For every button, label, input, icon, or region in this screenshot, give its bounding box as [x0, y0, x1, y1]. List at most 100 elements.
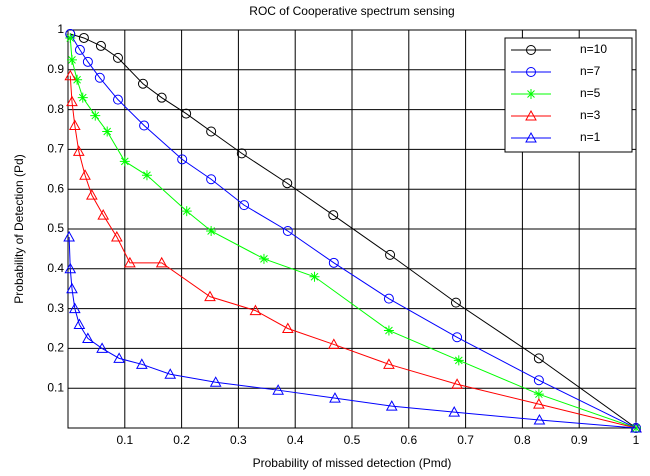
x-tick-label: 0.8 [514, 433, 531, 447]
marker [64, 69, 77, 81]
x-tick-label: 0.6 [400, 433, 417, 447]
marker [68, 119, 81, 131]
marker [328, 257, 339, 268]
marker [66, 54, 77, 65]
marker [206, 225, 217, 236]
marker [112, 94, 123, 105]
series-line [70, 33, 637, 429]
marker [452, 332, 463, 343]
y-tick-label: 0.4 [47, 261, 64, 275]
marker [451, 378, 463, 389]
y-tick-label: 0.8 [47, 102, 64, 116]
marker [258, 253, 269, 264]
marker [533, 353, 544, 364]
marker [82, 332, 94, 343]
marker [328, 210, 339, 221]
x-tick-label: 0.7 [457, 433, 474, 447]
marker [65, 32, 76, 43]
marker [137, 78, 148, 89]
marker [533, 414, 546, 425]
marker [155, 256, 168, 268]
marker [102, 126, 113, 137]
marker [164, 368, 177, 379]
y-tick-label: 1 [57, 22, 64, 36]
marker [450, 297, 461, 308]
marker [95, 40, 106, 51]
x-tick-label: 1 [633, 433, 640, 447]
marker [282, 178, 293, 189]
marker [86, 189, 98, 200]
marker [249, 304, 262, 316]
marker [236, 148, 247, 159]
legend-label: n=7 [580, 64, 601, 78]
marker [533, 398, 545, 409]
marker [124, 256, 136, 268]
marker [66, 282, 78, 294]
marker [630, 421, 642, 433]
marker [272, 384, 285, 395]
marker [63, 230, 75, 242]
y-tick-label: 0.5 [47, 221, 64, 235]
y-tick-label: 0.9 [47, 62, 64, 76]
x-tick-label: 0.9 [571, 433, 588, 447]
marker [383, 325, 394, 336]
marker [77, 92, 88, 103]
marker [135, 358, 148, 369]
marker [112, 52, 123, 63]
marker [533, 375, 544, 386]
plot-frame [67, 29, 637, 429]
marker [385, 400, 398, 411]
y-axis-label: Probability of Detection (Pd) [12, 154, 26, 303]
y-tick-label: 0.1 [47, 380, 64, 394]
marker [97, 209, 110, 220]
marker [94, 72, 105, 83]
marker [141, 170, 152, 181]
marker [68, 302, 81, 314]
marker [239, 200, 250, 211]
marker [209, 376, 222, 387]
y-tick-label: 0.3 [47, 301, 64, 315]
marker [181, 108, 192, 119]
marker [383, 358, 395, 369]
legend-label: n=1 [580, 130, 601, 144]
x-tick-label: 0.4 [287, 433, 304, 447]
marker [64, 262, 77, 274]
marker [281, 322, 294, 333]
marker [204, 290, 216, 302]
legend-marker [526, 89, 536, 99]
marker [119, 156, 130, 167]
marker [453, 355, 464, 366]
legend-marker [526, 45, 536, 55]
marker [156, 92, 167, 103]
marker [206, 174, 217, 185]
marker [177, 154, 188, 165]
marker [74, 44, 85, 55]
marker [448, 406, 461, 417]
series-line [69, 33, 637, 429]
x-tick-label: 0.2 [173, 433, 190, 447]
marker [96, 342, 108, 353]
legend-marker [525, 109, 537, 121]
x-axis-label: Probability of missed detection (Pmd) [253, 456, 452, 470]
marker [383, 293, 394, 304]
legend-box [504, 37, 633, 153]
series-line [68, 236, 637, 429]
marker [73, 318, 86, 330]
marker [79, 169, 91, 180]
marker [309, 271, 320, 282]
marker [327, 338, 340, 349]
x-tick-label: 0.1 [116, 433, 133, 447]
marker [78, 32, 89, 43]
marker [66, 95, 78, 107]
marker [110, 230, 123, 242]
chart-title: ROC of Cooperative spectrum sensing [249, 4, 454, 18]
marker [329, 392, 341, 403]
x-tick-label: 0.3 [230, 433, 247, 447]
y-tick-label: 0.6 [47, 181, 64, 195]
marker [72, 145, 85, 156]
legend-label: n=3 [580, 108, 601, 122]
marker [113, 352, 125, 363]
marker [181, 206, 192, 217]
marker [82, 56, 93, 67]
